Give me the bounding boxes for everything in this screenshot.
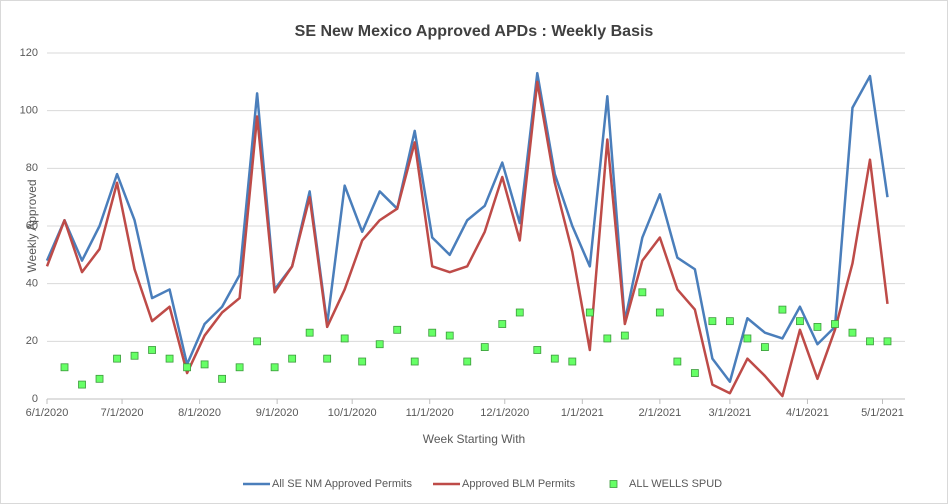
y-tick-label: 20: [26, 335, 38, 347]
marker: [708, 317, 717, 326]
marker: [463, 357, 472, 366]
marker: [778, 305, 787, 314]
marker: [358, 357, 367, 366]
marker: [883, 337, 892, 346]
x-tick-label: 5/1/2021: [861, 407, 904, 419]
x-tick-label: 9/1/2020: [256, 407, 299, 419]
marker: [673, 357, 682, 366]
marker: [183, 363, 191, 372]
x-tick-label: 7/1/2020: [101, 407, 144, 419]
marker: [866, 337, 874, 346]
x-tick-label: 8/1/2020: [178, 407, 221, 419]
x-axis-title: Week Starting With: [423, 432, 525, 446]
marker: [638, 288, 647, 297]
y-tick-label: 120: [20, 47, 38, 59]
marker: [60, 363, 69, 372]
marker: [253, 337, 262, 346]
marker: [428, 328, 437, 337]
marker: [113, 354, 121, 363]
marker: [725, 317, 734, 326]
y-tick-label: 40: [26, 278, 38, 290]
marker: [585, 308, 594, 317]
marker: [480, 343, 489, 352]
marker: [533, 346, 542, 354]
marker: [603, 334, 612, 343]
x-tick-label: 4/1/2021: [786, 407, 829, 419]
y-tick-label: 80: [26, 162, 38, 174]
marker: [218, 374, 227, 383]
chart-title: SE New Mexico Approved APDs : Weekly Bas…: [295, 23, 654, 40]
series-line: [45, 80, 889, 398]
x-tick-label: 2/1/2021: [638, 407, 681, 419]
marker: [445, 331, 454, 340]
x-tick-label: 1/1/2021: [561, 407, 604, 419]
marker: [796, 317, 804, 326]
x-tick-label: 10/1/2020: [328, 407, 377, 419]
legend-label: Approved BLM Permits: [462, 478, 576, 490]
marker: [305, 328, 314, 337]
marker: [550, 354, 559, 363]
marker: [410, 357, 419, 366]
marker: [761, 343, 769, 352]
marker: [165, 354, 174, 363]
marker: [620, 331, 629, 340]
marker: [393, 325, 402, 334]
marker: [288, 354, 297, 363]
y-tick-label: 100: [20, 105, 38, 117]
marker: [655, 308, 664, 317]
marker: [813, 323, 822, 331]
marker: [848, 328, 857, 337]
marker: [498, 320, 507, 328]
marker: [130, 351, 139, 360]
marker: [831, 320, 839, 328]
marker: [743, 334, 752, 343]
x-tick-label: 12/1/2020: [480, 407, 529, 419]
marker: [340, 334, 349, 343]
marker: [78, 380, 86, 389]
marker: [148, 346, 156, 354]
y-tick-label: 60: [26, 220, 38, 232]
legend-swatch: [609, 480, 618, 488]
marker: [568, 357, 577, 366]
y-tick-label: 0: [32, 393, 38, 405]
y-axis-title: Weekly Approved: [25, 179, 39, 272]
marker: [270, 363, 279, 372]
marker: [200, 360, 209, 369]
marker: [95, 374, 104, 383]
marker: [515, 308, 524, 317]
marker: [375, 340, 384, 349]
legend-label: All SE NM Approved Permits: [272, 478, 412, 490]
marker: [323, 354, 332, 363]
legend-label: ALL WELLS SPUD: [629, 478, 722, 490]
marker: [690, 369, 699, 377]
x-tick-label: 6/1/2020: [26, 407, 69, 419]
x-tick-label: 3/1/2021: [708, 407, 751, 419]
marker: [235, 363, 244, 372]
x-tick-label: 11/1/2020: [406, 407, 454, 419]
